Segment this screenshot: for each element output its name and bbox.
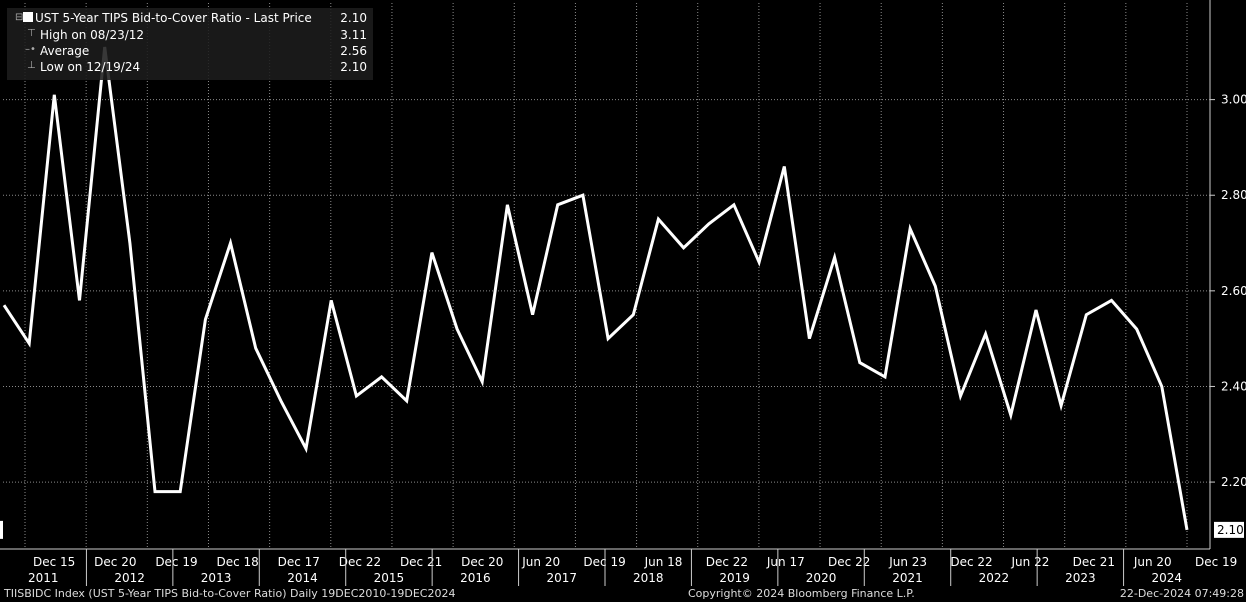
- x-tick-label: Dec 22: [828, 555, 870, 569]
- low-marker-icon: ⊥: [27, 60, 36, 71]
- x-tick-label: Dec 18: [216, 555, 258, 569]
- average-marker-icon: –•: [25, 44, 36, 55]
- x-tick-label: Dec 15: [33, 555, 75, 569]
- x-tick-label: Jun 20: [521, 555, 560, 569]
- x-tick-label: Jun 22: [1011, 555, 1050, 569]
- series-swatch: [23, 12, 33, 22]
- x-tick-label: Jun 23: [888, 555, 927, 569]
- year-label: 2014: [287, 571, 318, 585]
- legend-high-value: 3.11: [340, 28, 367, 42]
- high-marker-icon: ⊤: [27, 28, 36, 39]
- year-label: 2012: [114, 571, 145, 585]
- year-label: 2023: [1065, 571, 1096, 585]
- x-tick-label: Dec 20: [461, 555, 503, 569]
- legend-low-row: Low on 12/19/24 2.10: [40, 59, 367, 75]
- last-price-box: [1214, 521, 1244, 538]
- x-tick-label: Dec 22: [339, 555, 381, 569]
- year-label: 2024: [1152, 571, 1183, 585]
- x-tick-label: Dec 20: [94, 555, 136, 569]
- footer-timestamp: 22-Dec-2024 07:49:28: [1119, 587, 1244, 600]
- year-label: 2017: [547, 571, 578, 585]
- legend-low-value: 2.10: [340, 60, 367, 74]
- series-line: [2, 46, 1189, 531]
- x-tick-label: Dec 22: [950, 555, 992, 569]
- x-tick-label: Dec 17: [278, 555, 320, 569]
- x-tick-label: Dec 21: [1073, 555, 1115, 569]
- x-tick-label: Dec 22: [706, 555, 748, 569]
- y-tick-label: 2.20: [1221, 475, 1246, 489]
- year-label: 2016: [460, 571, 491, 585]
- legend-high-row: High on 08/23/12 3.11: [40, 27, 367, 43]
- footer-copyright: Copyright© 2024 Bloomberg Finance L.P.: [688, 587, 915, 600]
- year-label: 2021: [892, 571, 923, 585]
- y-tick-label: 2.80: [1221, 188, 1246, 202]
- year-label: 2018: [633, 571, 664, 585]
- x-tick-label: Jun 20: [1133, 555, 1172, 569]
- legend-average-row: Average 2.56: [40, 43, 367, 59]
- legend-last-value: 2.10: [340, 11, 367, 25]
- year-label: 2011: [28, 571, 59, 585]
- footer-index-info: TIISBIDC Index (UST 5-Year TIPS Bid-to-C…: [4, 587, 456, 600]
- y-tick-label: 2.60: [1221, 284, 1246, 298]
- year-label: 2013: [201, 571, 232, 585]
- legend-high-label: High on 08/23/12: [40, 28, 145, 42]
- legend-average-label: Average: [40, 44, 90, 58]
- legend-low-label: Low on 12/19/24: [40, 60, 141, 74]
- y-axis: 2.20 2.40 2.60 2.80 3.00: [1209, 0, 1246, 549]
- grid-lines: [3, 3, 1210, 549]
- collapse-icon[interactable]: ⊟: [15, 12, 24, 23]
- legend-average-value: 2.56: [340, 44, 367, 58]
- x-tick-label: Dec 21: [400, 555, 442, 569]
- year-label: 2022: [979, 571, 1010, 585]
- last-price-marker: 2.10: [0, 520, 1244, 539]
- year-label: 2015: [374, 571, 405, 585]
- x-tick-label: Jun 18: [644, 555, 683, 569]
- x-tick-label: Jun 17: [766, 555, 805, 569]
- y-tick-label: 2.40: [1221, 379, 1246, 393]
- x-tick-label: Dec 19: [1195, 555, 1237, 569]
- x-axis: Dec 15 Dec 20 Dec 19 Dec 18 Dec 17 Dec 22 Dec …: [0, 548, 1237, 586]
- series-lines: [2, 46, 1189, 531]
- x-tick-label: Dec 19: [155, 555, 197, 569]
- last-price-label: 2.10: [1217, 523, 1244, 537]
- year-label: 2019: [719, 571, 750, 585]
- y-tick-label: 3.00: [1221, 93, 1246, 107]
- legend-title: UST 5-Year TIPS Bid-to-Cover Ratio - Las…: [35, 11, 312, 25]
- legend-title-row: UST 5-Year TIPS Bid-to-Cover Ratio - Las…: [35, 10, 367, 26]
- year-label: 2020: [806, 571, 837, 585]
- left-axis-marker: [0, 520, 3, 539]
- chart-legend: ⊟ UST 5-Year TIPS Bid-to-Cover Ratio - L…: [7, 8, 373, 80]
